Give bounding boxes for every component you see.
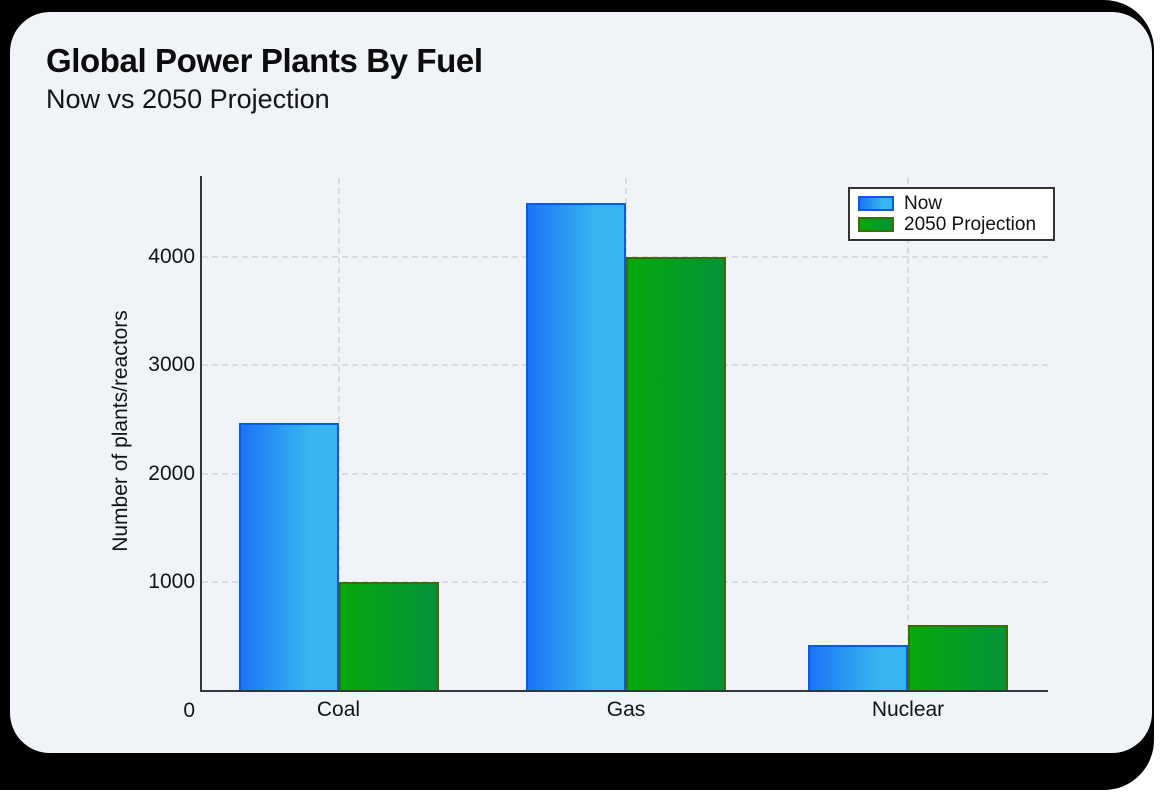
x-category-label-nuclear: Nuclear	[871, 698, 945, 721]
bar-coal-projection	[338, 582, 439, 690]
y-tick-label-2000: 2000	[148, 461, 195, 485]
y-tick-label-0: 0	[183, 699, 195, 722]
legend-item-2050-projection: 2050 Projection	[858, 215, 1045, 234]
legend: Now 2050 Projection	[848, 187, 1055, 241]
chart-title: Global Power Plants By Fuel	[46, 42, 483, 79]
legend-item-now: Now	[858, 194, 1045, 213]
gridline-v-nuclear	[907, 178, 909, 690]
x-category-label-gas: Gas	[606, 698, 646, 721]
chart-subtitle: Now vs 2050 Projection	[46, 84, 330, 114]
plot-area	[202, 178, 1048, 690]
x-category-label-coal: Coal	[316, 698, 361, 721]
legend-swatch-now	[858, 196, 894, 211]
gridline-v-coal	[337, 178, 340, 690]
y-axis-title: Number of plants/reactors	[109, 310, 132, 552]
bar-nuclear-projection	[908, 625, 1008, 690]
y-tick-label-3000: 3000	[148, 353, 195, 377]
bar-nuclear-now	[808, 645, 908, 690]
bar-gas-now	[526, 203, 626, 690]
y-tick-label-4000: 4000	[148, 245, 195, 269]
x-axis-line	[200, 690, 1048, 692]
legend-label-2050-projection: 2050 Projection	[904, 214, 1037, 235]
legend-label-now: Now	[904, 193, 943, 214]
y-axis-line	[200, 176, 202, 692]
bar-gas-projection	[626, 257, 726, 690]
y-tick-label-1000: 1000	[148, 569, 195, 593]
bar-coal-now	[238, 423, 339, 690]
legend-swatch-2050-projection	[858, 217, 894, 232]
